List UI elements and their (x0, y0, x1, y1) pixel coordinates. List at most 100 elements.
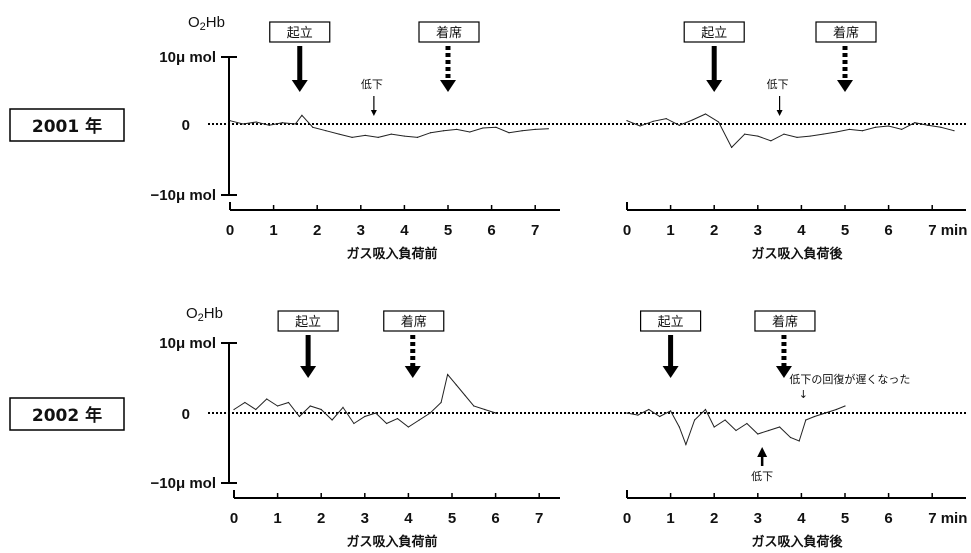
stand-marker-box (639, 310, 702, 332)
data-point (377, 136, 379, 138)
x-tick-label: 0 (226, 222, 234, 239)
data-point (484, 408, 486, 411)
sit-marker-box (815, 21, 877, 43)
data-point (789, 436, 792, 439)
data-point (824, 412, 826, 414)
x-tick-label: 0 (230, 510, 238, 527)
x-tick-label: 3 (754, 222, 762, 239)
x-axis-label: ガス吸入負荷前 (346, 534, 437, 550)
data-point (298, 415, 300, 418)
data-point (268, 124, 270, 126)
data-point (691, 119, 694, 121)
data-point (678, 426, 680, 428)
y-tick-label-10: 10μ mol (159, 335, 216, 352)
x-tick-label: 2 (710, 510, 718, 527)
data-point (779, 426, 781, 428)
data-point (495, 126, 497, 128)
series-line (626, 405, 846, 446)
y-tick-label-minus10: −10μ mol (151, 475, 216, 492)
decrease-note: 低下 (361, 78, 383, 91)
data-point (473, 405, 475, 407)
data-point (757, 433, 759, 435)
data-point (813, 415, 816, 418)
data-point (626, 120, 628, 122)
data-point (244, 401, 246, 404)
decrease-note: 低下 (767, 78, 789, 91)
data-point (429, 412, 431, 414)
stand-arrow-head (291, 80, 308, 92)
x-axis-label: ガス吸入負荷前 (346, 246, 437, 262)
data-point (255, 408, 257, 411)
data-point (768, 429, 770, 432)
data-point (407, 426, 409, 428)
sit-arrow-head (775, 366, 792, 378)
sit-arrow-head (404, 366, 421, 378)
sit-marker-label: 着席 (772, 314, 798, 330)
data-point (233, 408, 235, 411)
data-point (770, 140, 772, 142)
data-point (281, 122, 283, 124)
year-label: 2002 年 (32, 405, 102, 426)
data-point (914, 122, 916, 124)
y-axis-name: O2Hb (186, 305, 223, 324)
row-1: O2Hb 10μ mol 0 −10μ mol 2001 年 (9, 14, 968, 204)
y-tick-label-0: 0 (182, 406, 190, 423)
data-point (639, 125, 641, 127)
year-box (9, 108, 125, 142)
data-point (242, 123, 244, 125)
data-point (353, 422, 355, 425)
data-point (416, 136, 419, 138)
y-tick-label-10: 10μ mol (159, 49, 216, 66)
x-tick-label: 1 (273, 510, 281, 527)
data-point (746, 422, 748, 425)
data-point (418, 419, 420, 421)
data-point (309, 405, 311, 407)
x-tick-label: 2 (317, 510, 325, 527)
data-point (670, 410, 672, 412)
data-point (255, 121, 257, 123)
data-point (521, 130, 523, 132)
x-axis-label: ガス吸入負荷後 (751, 534, 843, 550)
data-point (809, 135, 811, 137)
data-point (626, 412, 628, 414)
sit-marker-label: 着席 (833, 25, 859, 41)
x-axis-label: ガス吸入負荷後 (751, 246, 843, 262)
data-point (456, 128, 458, 130)
data-point (678, 124, 680, 126)
x-tick-label: 4 (797, 510, 806, 527)
x-tick-label: 4 (797, 222, 806, 239)
data-point (351, 136, 353, 138)
data-point (495, 412, 497, 414)
data-point (386, 422, 388, 425)
sit-arrow-head (440, 80, 456, 92)
x-tick-label: 7 min (928, 222, 967, 239)
data-point (312, 126, 314, 128)
data-point (717, 121, 720, 123)
data-point (320, 408, 322, 411)
sit-marker-label: 着席 (436, 25, 462, 41)
slow-recovery-note: 低下の回復が遅くなった (789, 372, 910, 386)
data-point (464, 394, 466, 397)
data-point (637, 414, 639, 416)
data-point (403, 135, 405, 137)
data-point (364, 134, 366, 136)
data-point (724, 419, 726, 421)
series-line (626, 113, 955, 149)
data-point (805, 419, 807, 421)
x-tick-label: 6 (487, 222, 495, 239)
x-tick-label: 4 (404, 510, 413, 527)
data-point (547, 128, 549, 130)
x-tick-label: 1 (666, 222, 674, 239)
data-point (665, 118, 667, 120)
data-point (757, 135, 759, 137)
x-tick-label: 6 (491, 510, 499, 527)
stand-arrow-head (662, 366, 679, 378)
x-tick-label: 7 (531, 222, 539, 239)
decrease-note: 低下 (751, 470, 773, 483)
decrease-arrow-head (757, 447, 768, 457)
data-point (798, 440, 800, 442)
data-point (835, 408, 837, 411)
x-tick-label: 5 (444, 222, 452, 239)
x-tick-label: 0 (623, 222, 631, 239)
